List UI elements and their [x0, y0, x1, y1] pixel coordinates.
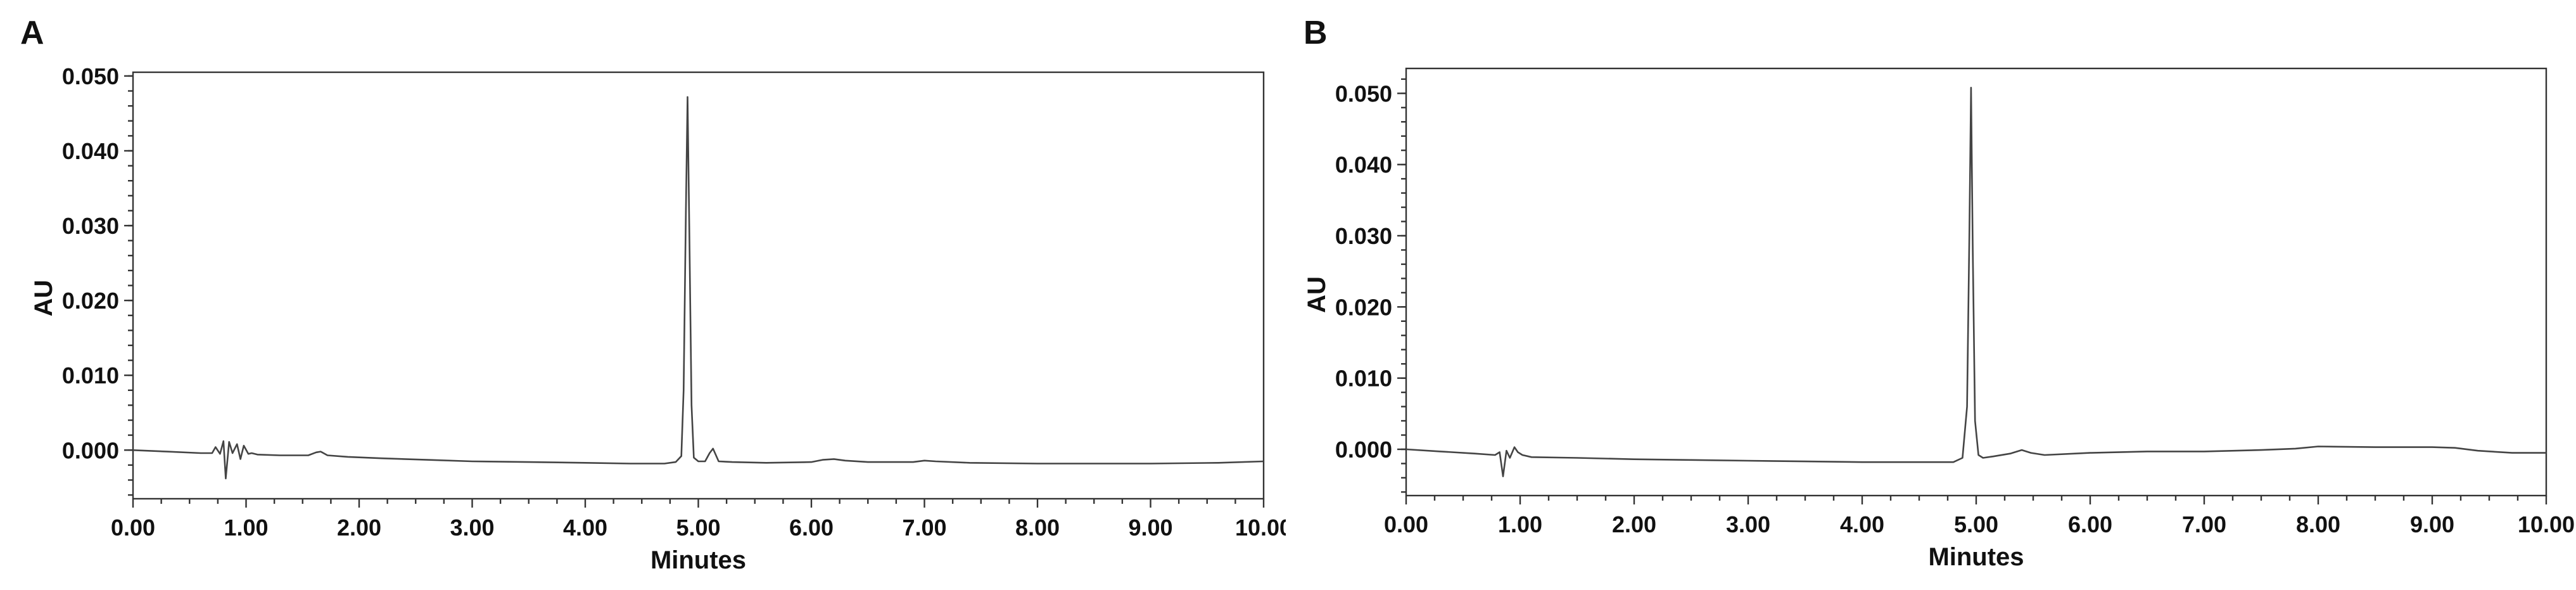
plot-area-frame [132, 71, 1265, 500]
y-tick-label: 0.010 [1335, 366, 1392, 392]
y-tick-label: 0.000 [62, 437, 119, 463]
x-tick-label: 9.00 [2410, 511, 2454, 537]
x-axis-title: Minutes [650, 546, 746, 574]
x-tick-label: 0.00 [1384, 511, 1428, 537]
x-tick-label: 3.00 [1726, 511, 1770, 537]
x-tick-label: 5.00 [1954, 511, 1998, 537]
y-tick-label: 0.030 [62, 213, 119, 239]
y-tick-label: 0.010 [62, 362, 119, 388]
x-tick-label: 0.00 [111, 515, 155, 541]
y-tick-label: 0.020 [1335, 294, 1392, 320]
y-tick-label: 0.020 [62, 288, 119, 314]
chromatogram-a: 0.00 1.00 2.00 3.00 4.00 5.00 6.00 7.00 8.00 9.00… [30, 63, 1286, 574]
x-tick-label: 6.00 [789, 515, 834, 541]
chromatogram-trace-b [1405, 87, 2546, 477]
y-axis-title: AU [30, 280, 58, 317]
x-tick-label: 10.00 [2518, 511, 2575, 537]
x-tick-label: 7.00 [2182, 511, 2226, 537]
chart-panel-b: B 0.00 1.00 2.00 3.00 4.00 5.00 6.00 7.00 8.00 9.… [1286, 0, 2576, 590]
y-tick-label: 0.030 [1335, 223, 1392, 249]
y-tick-label: 0.000 [1335, 437, 1392, 463]
x-tick-label: 6.00 [2068, 511, 2112, 537]
y-axis-title: AU [1303, 276, 1331, 313]
chromatogram-b: 0.00 1.00 2.00 3.00 4.00 5.00 6.00 7.00 8.00 9.00… [1303, 67, 2575, 571]
x-tick-label: 2.00 [1612, 511, 1656, 537]
x-tick-label: 3.00 [450, 515, 494, 541]
chromatogram-trace-a [132, 96, 1264, 480]
x-tick-label: 5.00 [676, 515, 720, 541]
panel-label-b: B [1304, 15, 1328, 51]
y-tick-label: 0.040 [62, 138, 119, 164]
panel-label-a: A [20, 15, 44, 51]
x-tick-label: 1.00 [224, 515, 268, 541]
x-tick-label: 2.00 [337, 515, 381, 541]
x-tick-label: 8.00 [2296, 511, 2340, 537]
x-tick-label: 10.00 [1235, 515, 1286, 541]
y-tick-label: 0.050 [1335, 80, 1392, 106]
x-tick-label: 1.00 [1498, 511, 1542, 537]
x-axis-title: Minutes [1928, 543, 2024, 571]
x-tick-label: 4.00 [1840, 511, 1884, 537]
x-tick-label: 4.00 [563, 515, 607, 541]
x-tick-label: 7.00 [902, 515, 946, 541]
chart-panel-a: A 0.00 1.00 2.00 3.00 4.00 5.00 6.00 7.00 8.00 9.… [0, 0, 1286, 590]
x-tick-label: 9.00 [1128, 515, 1172, 541]
y-tick-label: 0.040 [1335, 152, 1392, 178]
x-tick-label: 8.00 [1015, 515, 1060, 541]
y-tick-label: 0.050 [62, 63, 119, 89]
